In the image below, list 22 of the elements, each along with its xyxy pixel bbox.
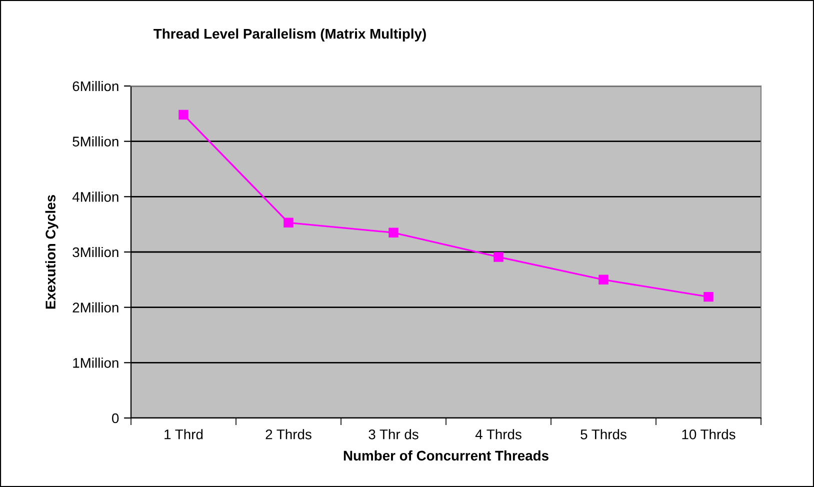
- chart-title: Thread Level Parallelism (Matrix Multiply): [154, 28, 426, 42]
- point: [598, 274, 608, 285]
- y-tick-label: 5Million: [72, 136, 118, 147]
- y-tick-label: 2Million: [72, 302, 118, 313]
- x-tick-label: 5 Thrds: [580, 429, 626, 440]
- y-tick-label: 4Million: [72, 192, 118, 202]
- y-tick-label: 6Million: [72, 80, 118, 92]
- x-tick-label: 1 Thrd: [164, 429, 203, 440]
- x-tick-label: 2 Thrds: [266, 429, 312, 440]
- x-tick-label: 10 Thrds: [682, 429, 736, 440]
- point: [388, 228, 398, 238]
- y-axis-title: Exexution Cycles: [45, 195, 58, 309]
- y-tick-label: 1Million: [73, 358, 118, 368]
- x-tick-label: 4 Thrds: [475, 429, 522, 440]
- point: [178, 110, 188, 120]
- y-tick-label: 0: [112, 413, 119, 424]
- point: [284, 218, 294, 228]
- point: [494, 252, 504, 262]
- point: [704, 292, 714, 302]
- x-tick-label: 3 Thr ds: [368, 429, 418, 440]
- y-tick-label: 3Million: [72, 246, 118, 258]
- x-axis-title: Number of Concurrent Threads: [344, 450, 548, 461]
